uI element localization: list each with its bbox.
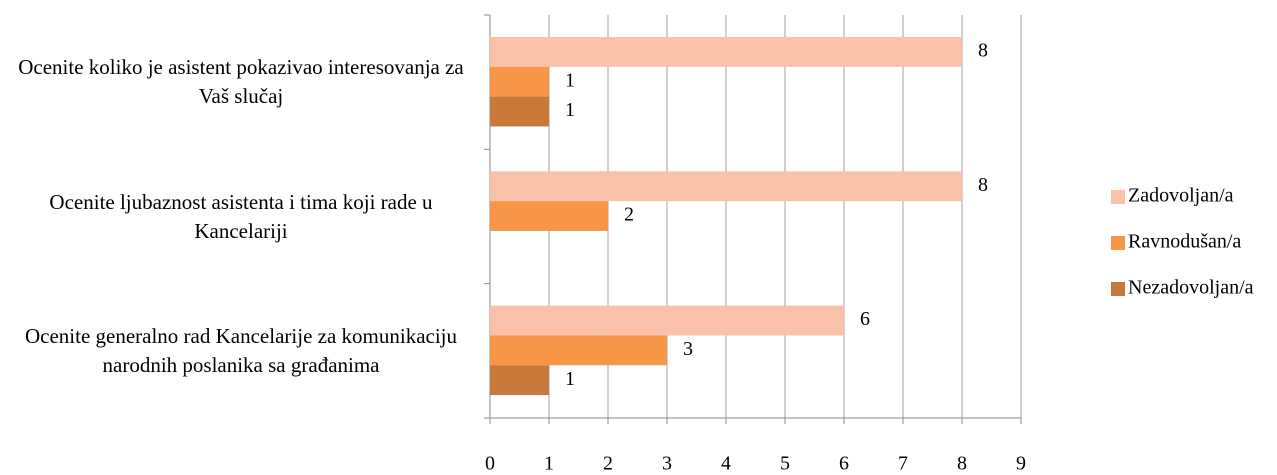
data-label: 1: [565, 99, 575, 121]
data-label: 2: [624, 204, 634, 226]
bar: [490, 365, 549, 396]
x-tick-label: 5: [780, 453, 790, 475]
bar: [490, 66, 549, 97]
x-tick-label: 0: [485, 453, 495, 475]
data-label: 1: [565, 69, 575, 91]
data-label: 1: [565, 368, 575, 390]
data-label: 3: [683, 338, 693, 360]
x-tick-label: 4: [721, 453, 731, 475]
legend-swatch: [1111, 190, 1125, 204]
bar: [490, 171, 962, 202]
bar: [490, 305, 844, 336]
x-tick-label: 9: [1016, 453, 1026, 475]
data-label: 8: [978, 39, 988, 61]
bar: [490, 201, 608, 231]
data-label: 8: [978, 174, 988, 196]
x-tick-label: 3: [662, 453, 672, 475]
legend-label: Ravnodušan/a: [1128, 231, 1241, 253]
x-tick-label: 2: [603, 453, 613, 475]
bar: [490, 96, 549, 127]
y-tick-label: Ocenite koliko je asistent pokazivao int…: [18, 55, 464, 109]
y-tick-label: Ocenite generalno rad Kancelarije za kom…: [24, 323, 458, 377]
x-tick-label: 6: [839, 453, 849, 475]
bar: [490, 37, 962, 67]
bar: [490, 335, 667, 366]
legend-swatch: [1111, 236, 1125, 250]
legend-label: Zadovoljan/a: [1128, 185, 1234, 207]
x-tick-label: 8: [957, 453, 967, 475]
data-label: 6: [860, 308, 870, 330]
y-tick-label: Ocenite ljubaznost asistenta i tima koji…: [49, 189, 433, 243]
x-tick-label: 7: [898, 453, 908, 475]
x-tick-label: 1: [544, 453, 554, 475]
legend-swatch: [1111, 282, 1125, 296]
legend-label: Nezadovoljan/a: [1128, 277, 1254, 299]
